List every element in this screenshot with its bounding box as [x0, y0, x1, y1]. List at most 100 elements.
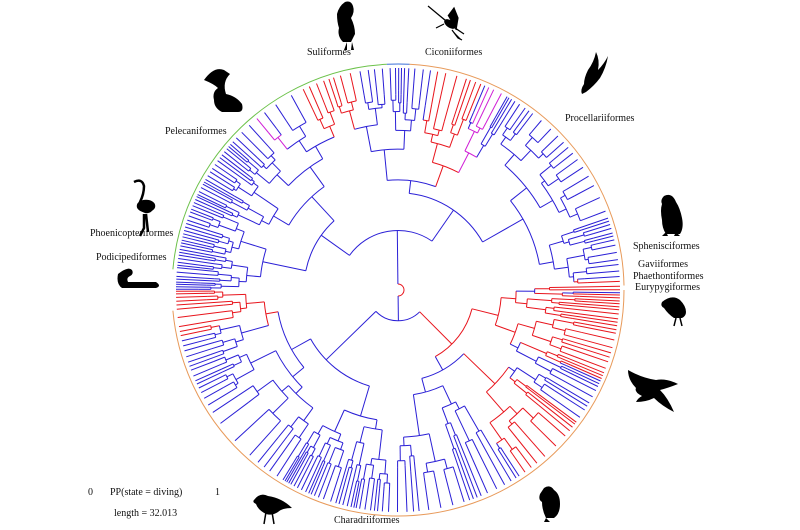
tree-branch [511, 107, 526, 128]
tree-branch [545, 377, 551, 381]
flamingo-icon [133, 179, 156, 237]
tree-branch [377, 99, 379, 105]
tree-branch [527, 298, 552, 302]
tree-branch [207, 259, 216, 262]
tree-branch [373, 69, 379, 101]
tree-branch [428, 104, 433, 122]
tree-branch [565, 374, 597, 392]
tree-arc [433, 128, 442, 132]
tree-arc [548, 245, 555, 270]
tree-branch [227, 310, 233, 312]
tree-arc [583, 240, 586, 244]
tree-branch [189, 357, 214, 367]
tree-arc [510, 200, 540, 265]
tree-branch [538, 404, 571, 432]
ring-arc [209, 63, 387, 165]
tree-branch [507, 426, 518, 439]
tree-branch [244, 160, 248, 163]
label-charadriiformes: Charadriiformes [334, 515, 400, 526]
tree-branch [346, 459, 350, 464]
tree-branch [212, 167, 232, 182]
tree-branch [549, 372, 562, 381]
tree-branch [204, 256, 216, 259]
tree-branch [437, 129, 440, 136]
tree-branch [222, 374, 227, 377]
tree-arc [288, 186, 325, 226]
tree-branch [217, 215, 223, 219]
tree-branch [586, 267, 591, 269]
tree-arc [494, 297, 502, 326]
tree-branch [540, 401, 573, 428]
tree-arc [587, 257, 590, 264]
tree-branch [552, 327, 566, 332]
tree-branch [559, 350, 575, 358]
tree-branch [424, 120, 428, 133]
tree-branch [330, 475, 340, 502]
tree-branch [338, 106, 342, 114]
tree-branch [510, 187, 527, 202]
tree-branch [212, 251, 225, 255]
tree-arc [504, 164, 541, 208]
tree-arc [574, 208, 581, 221]
tree-branch [449, 133, 455, 148]
tree-arc [217, 221, 221, 228]
tree-branch [340, 442, 344, 450]
tree-branch [502, 127, 508, 136]
tree-branch [240, 307, 247, 310]
tree-arc [526, 298, 528, 308]
tree-branch [211, 300, 233, 304]
tree-branch [452, 466, 456, 474]
tree-branch [591, 248, 597, 251]
tree-branch [188, 215, 207, 223]
tree-branch [291, 434, 296, 441]
tree-branch [580, 291, 621, 294]
tree-branch [207, 390, 232, 406]
tree-branch [181, 334, 209, 342]
tree-arc [548, 162, 554, 169]
tree-branch [201, 325, 211, 328]
tree-arc [221, 264, 223, 269]
tree-branch [572, 318, 618, 327]
tree-branch [411, 68, 416, 106]
tree-branch [549, 240, 564, 246]
tree-branch [530, 420, 537, 428]
tree-branch [212, 210, 224, 216]
tree-branch [574, 185, 595, 197]
tree-branch [358, 443, 365, 466]
tree-branch [207, 332, 215, 336]
tree-branch [213, 263, 223, 266]
tree-branch [515, 446, 521, 453]
tree-branch [176, 278, 213, 282]
tree-branch [318, 460, 324, 470]
tree-branch [200, 267, 214, 270]
tree-branch [458, 79, 471, 114]
tree-arc [395, 129, 411, 132]
tree-branch [248, 393, 260, 403]
tree-branch [403, 130, 406, 150]
ring-arc [409, 63, 625, 286]
tree-branch [419, 311, 453, 345]
tree-branch [242, 201, 250, 207]
tree-branch [225, 250, 231, 253]
tree-branch [334, 409, 345, 432]
tree-branch [479, 89, 495, 120]
tree-branch [237, 385, 254, 397]
tree-branch [315, 145, 324, 160]
tree-branch [322, 474, 333, 500]
tree-branch [367, 477, 371, 487]
tree-arc [288, 385, 314, 409]
tree-branch [508, 420, 513, 425]
tree-branch [263, 409, 270, 415]
tree-branch [242, 154, 250, 161]
tree-branch [339, 75, 348, 100]
tree-branch [219, 279, 232, 282]
tree-branch [495, 324, 516, 333]
tree-arc [411, 108, 419, 110]
label-podicipediformes: Podicipediformes [96, 252, 167, 263]
tree-branch [237, 214, 260, 226]
tree-branch [491, 122, 495, 129]
tree-branch [575, 205, 582, 210]
tree-branch [213, 245, 227, 250]
tree-branch [297, 442, 307, 457]
tree-branch [184, 226, 211, 236]
